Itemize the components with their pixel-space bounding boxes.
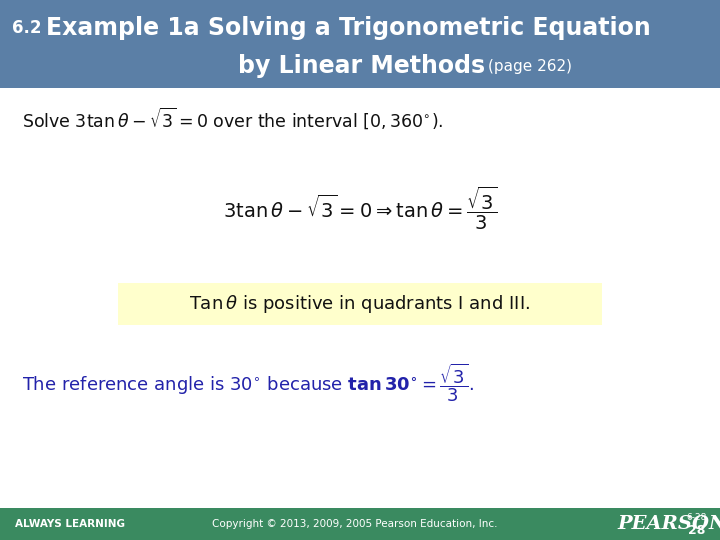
FancyBboxPatch shape <box>118 283 602 325</box>
FancyBboxPatch shape <box>0 88 720 508</box>
Text: $\mathrm{Tan}\,\theta$ is positive in quadrants I and III.: $\mathrm{Tan}\,\theta$ is positive in qu… <box>189 293 531 315</box>
Text: (page 262): (page 262) <box>488 58 572 73</box>
Text: 6-28: 6-28 <box>687 512 707 522</box>
Text: $3\tan\theta - \sqrt{3} = 0 \Rightarrow \tan\theta = \dfrac{\sqrt{3}}{3}$: $3\tan\theta - \sqrt{3} = 0 \Rightarrow … <box>223 184 497 232</box>
Text: ALWAYS LEARNING: ALWAYS LEARNING <box>15 519 125 529</box>
Text: 6.2: 6.2 <box>12 19 42 37</box>
Text: 28: 28 <box>688 523 706 537</box>
Text: by Linear Methods: by Linear Methods <box>238 54 485 78</box>
Text: Solve $3\tan\theta - \sqrt{3} = 0$ over the interval $\left[0, 360^{\circ}\right: Solve $3\tan\theta - \sqrt{3} = 0$ over … <box>22 105 444 131</box>
FancyBboxPatch shape <box>0 0 720 88</box>
FancyBboxPatch shape <box>0 508 720 540</box>
Text: PEARSON: PEARSON <box>617 515 720 533</box>
Text: Copyright © 2013, 2009, 2005 Pearson Education, Inc.: Copyright © 2013, 2009, 2005 Pearson Edu… <box>212 519 498 529</box>
Text: The reference angle is $30^{\circ}$ because $\mathbf{tan\,30^{\circ}} = \dfrac{\: The reference angle is $30^{\circ}$ beca… <box>22 362 474 404</box>
Text: Example 1a Solving a Trigonometric Equation: Example 1a Solving a Trigonometric Equat… <box>46 16 651 40</box>
